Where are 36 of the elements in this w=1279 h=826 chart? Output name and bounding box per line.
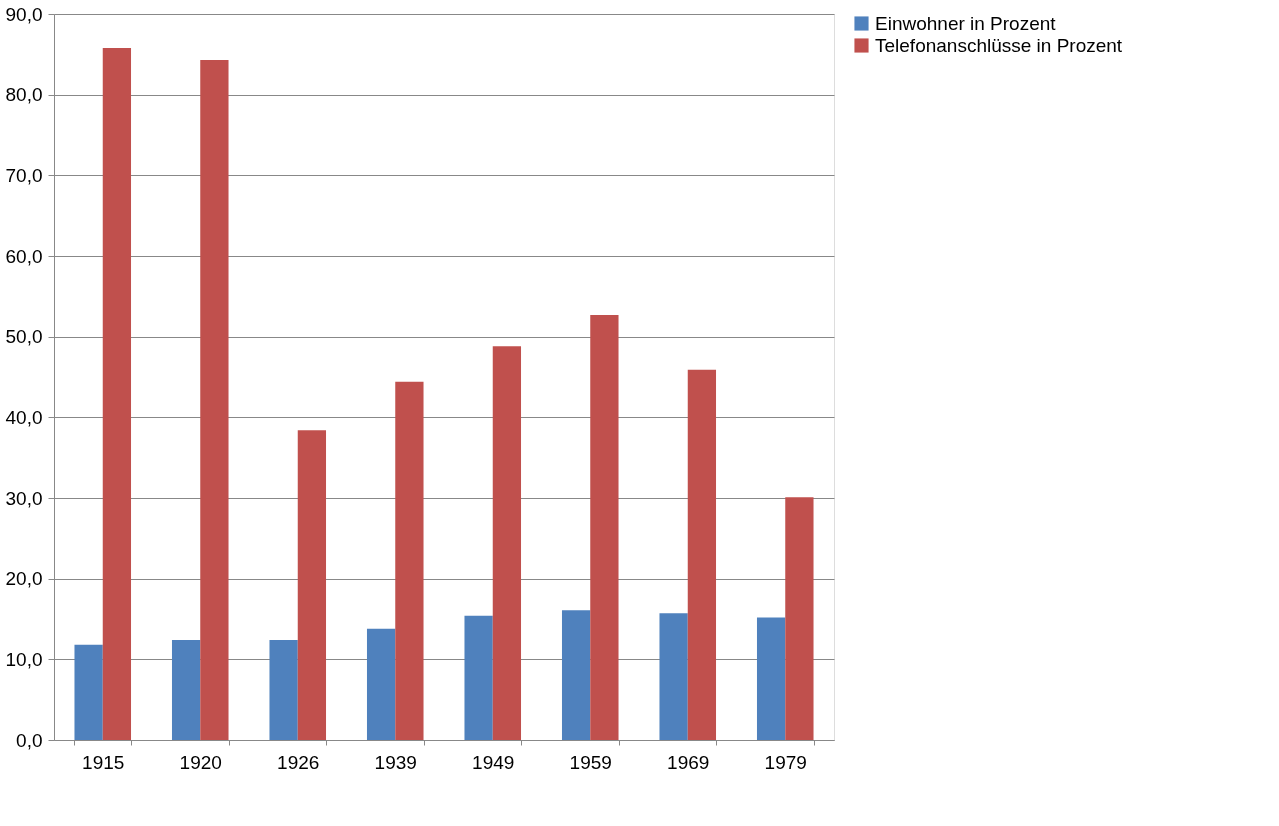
- bar: [200, 59, 229, 740]
- y-tick-label: 50,0: [5, 326, 43, 348]
- y-tick-label: 60,0: [5, 245, 43, 267]
- bar: [297, 430, 327, 740]
- bar: [269, 639, 298, 740]
- bar: [561, 610, 591, 740]
- bar: [171, 639, 201, 740]
- bar: [464, 615, 493, 740]
- x-tick-label: 1979: [764, 751, 807, 773]
- bar: [74, 644, 103, 740]
- x-tick-label: 1939: [374, 751, 417, 773]
- y-tick-label: 40,0: [5, 406, 43, 428]
- legend-label: Einwohner in Prozent: [875, 12, 1057, 34]
- x-tick-label: 1969: [667, 751, 710, 773]
- bar: [756, 617, 786, 740]
- y-tick-label: 0,0: [16, 729, 43, 751]
- legend-label: Telefonanschlüsse in Prozent: [875, 34, 1123, 56]
- y-tick-label: 70,0: [5, 164, 43, 186]
- bar: [395, 381, 424, 740]
- bar: [492, 346, 522, 740]
- x-tick-label: 1915: [82, 751, 125, 773]
- bar: [590, 314, 619, 740]
- bar: [102, 47, 132, 740]
- bar: [785, 497, 814, 740]
- y-tick-label: 80,0: [5, 84, 43, 106]
- y-tick-label: 10,0: [5, 648, 43, 670]
- x-tick-label: 1920: [179, 751, 222, 773]
- y-tick-label: 20,0: [5, 568, 43, 590]
- bar: [659, 613, 688, 740]
- x-tick-label: 1949: [472, 751, 515, 773]
- bar: [687, 369, 717, 740]
- x-tick-label: 1926: [277, 751, 320, 773]
- y-tick-label: 90,0: [5, 3, 43, 25]
- bar: [366, 628, 396, 740]
- y-tick-label: 30,0: [5, 487, 43, 509]
- x-tick-label: 1959: [569, 751, 612, 773]
